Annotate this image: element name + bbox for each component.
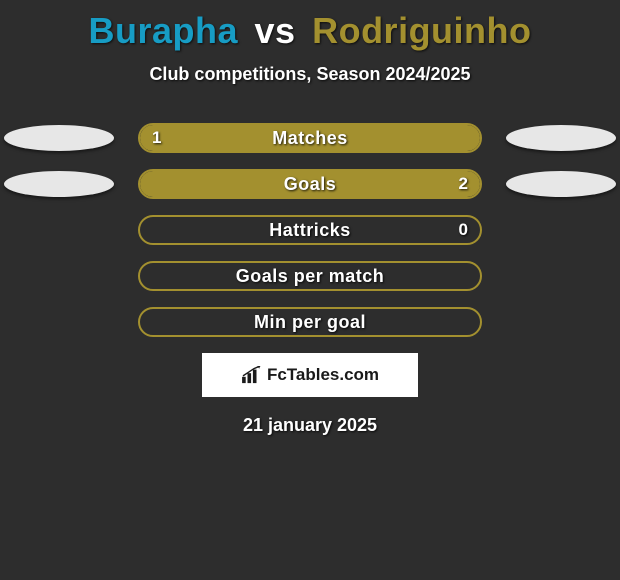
barchart-icon bbox=[241, 366, 263, 384]
left-ellipse bbox=[4, 125, 114, 151]
left-ellipse bbox=[4, 171, 114, 197]
stat-label: Matches bbox=[140, 125, 480, 151]
stat-row: Goals2 bbox=[0, 169, 620, 199]
logo-text: FcTables.com bbox=[267, 365, 379, 385]
stat-bar: Goals per match bbox=[138, 261, 482, 291]
right-ellipse bbox=[506, 125, 616, 151]
stat-row: Min per goal bbox=[0, 307, 620, 337]
stat-bar: Goals2 bbox=[138, 169, 482, 199]
stat-bar: Min per goal bbox=[138, 307, 482, 337]
stat-rows: Matches1 Goals2 Hattricks0 Goals per match M… bbox=[0, 123, 620, 337]
date-text: 21 january 2025 bbox=[0, 415, 620, 436]
stat-label: Hattricks bbox=[140, 217, 480, 243]
stat-value-right: 0 bbox=[459, 217, 468, 243]
stat-bar: Matches1 bbox=[138, 123, 482, 153]
stat-label: Goals per match bbox=[140, 263, 480, 289]
stat-label: Min per goal bbox=[140, 309, 480, 335]
logo-box: FcTables.com bbox=[202, 353, 418, 397]
subtitle: Club competitions, Season 2024/2025 bbox=[0, 64, 620, 85]
player2-name: Rodriguinho bbox=[312, 10, 531, 51]
stat-value-left: 1 bbox=[152, 125, 161, 151]
stat-row: Goals per match bbox=[0, 261, 620, 291]
stat-row: Hattricks0 bbox=[0, 215, 620, 245]
comparison-title: Burapha vs Rodriguinho bbox=[0, 0, 620, 52]
vs-text: vs bbox=[255, 10, 296, 51]
stat-value-right: 2 bbox=[459, 171, 468, 197]
stat-row: Matches1 bbox=[0, 123, 620, 153]
stat-label: Goals bbox=[140, 171, 480, 197]
player1-name: Burapha bbox=[88, 10, 238, 51]
stat-bar: Hattricks0 bbox=[138, 215, 482, 245]
right-ellipse bbox=[506, 171, 616, 197]
